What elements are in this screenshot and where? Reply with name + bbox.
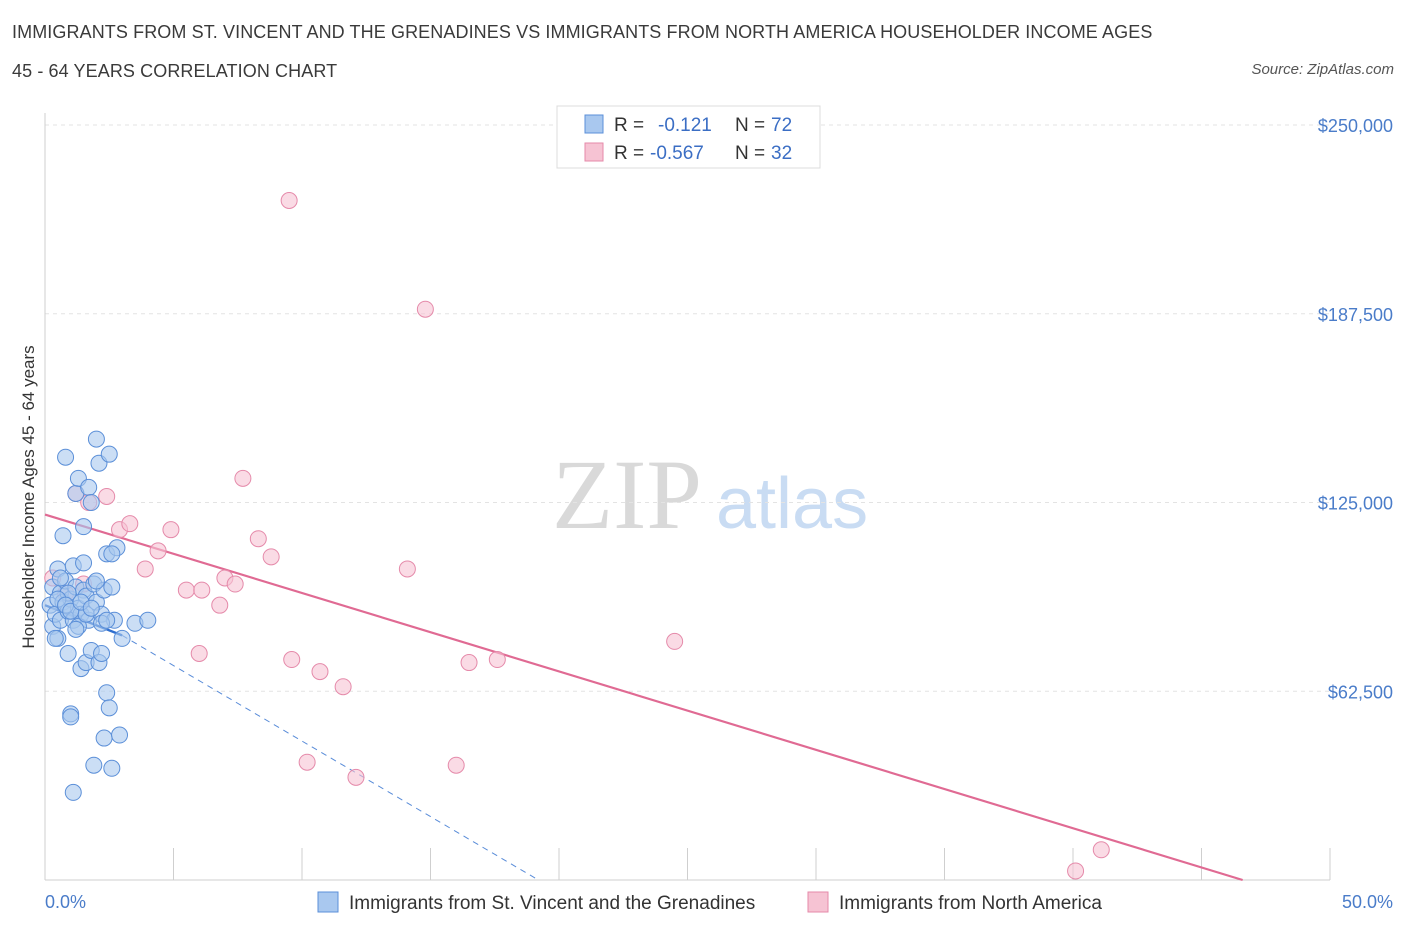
point-pink-21 [283, 651, 301, 669]
point-blue-30 [80, 478, 98, 496]
point-blue-68 [98, 611, 116, 629]
point-blue-52 [111, 726, 129, 744]
chart-title-line-1: IMMIGRANTS FROM ST. VINCENT AND THE GREN… [12, 22, 1153, 42]
y-axis-label: Householder Income Ages 45 - 64 years [19, 345, 38, 648]
point-pink-25 [347, 768, 365, 786]
bottom-legend-label-blue: Immigrants from St. Vincent and the Gren… [349, 893, 755, 914]
point-pink-28 [447, 756, 465, 774]
point-blue-45 [98, 684, 116, 702]
legend-r-label-2: R = [614, 143, 644, 164]
point-blue-49 [103, 759, 121, 777]
point-blue-65 [67, 620, 85, 638]
y-tick-label-3: $250,000 [1318, 116, 1393, 136]
point-pink-19 [262, 548, 280, 566]
trend-line-blue-dashed [121, 634, 539, 881]
axes [44, 113, 1331, 881]
data-points [41, 192, 1110, 880]
point-blue-25 [75, 518, 93, 536]
y-tick-labels: $62,500 $125,000 $187,500 $250,000 [1318, 116, 1393, 702]
x-tick-label-max: 50.0% [1342, 892, 1393, 912]
point-pink-9 [149, 542, 167, 560]
point-pink-23 [311, 663, 329, 681]
legend: R = -0.121 N = 72 R = -0.567 N = 32 [556, 105, 821, 169]
point-blue-56 [51, 569, 69, 587]
point-blue-32 [82, 494, 100, 511]
point-blue-46 [100, 445, 118, 463]
legend-r-value-2: -0.567 [650, 143, 704, 164]
point-pink-12 [193, 581, 211, 599]
point-blue-13 [59, 645, 77, 662]
point-pink-13 [190, 645, 208, 662]
point-blue-41 [93, 645, 111, 662]
point-blue-53 [113, 629, 131, 647]
legend-swatch-pink [584, 142, 604, 162]
legend-n-label-2: N = [735, 143, 765, 164]
point-pink-32 [1092, 841, 1110, 859]
point-blue-54 [64, 783, 82, 801]
point-pink-14 [211, 596, 229, 614]
point-pink-31 [666, 632, 684, 650]
legend-n-value-1: 72 [771, 115, 792, 136]
point-blue-9 [54, 527, 72, 545]
trend-line-pink [44, 513, 1243, 882]
point-blue-47 [100, 699, 118, 717]
watermark-atlas: atlas [716, 464, 868, 544]
point-blue-67 [82, 599, 100, 617]
bottom-legend-label-pink: Immigrants from North America [839, 893, 1102, 914]
chart-title-line-2: 45 - 64 YEARS CORRELATION CHART [12, 61, 338, 81]
point-blue-26 [75, 554, 93, 572]
point-pink-26 [398, 560, 416, 578]
point-pink-22 [298, 753, 316, 771]
legend-r-label-1: R = [614, 115, 644, 136]
legend-r-value-1: -0.121 [658, 115, 712, 136]
point-blue-55 [46, 629, 64, 647]
point-pink-20 [280, 192, 298, 209]
point-blue-70 [139, 611, 157, 629]
point-pink-10 [162, 521, 180, 539]
point-blue-36 [87, 430, 105, 448]
point-blue-11 [57, 448, 75, 466]
watermark-zip: ZIP [552, 439, 702, 550]
point-pink-16 [226, 575, 244, 593]
source-label: Source: ZipAtlas.com [1251, 61, 1394, 78]
point-pink-17 [234, 469, 252, 487]
point-pink-8 [136, 560, 154, 578]
point-blue-71 [103, 545, 121, 563]
point-blue-60 [87, 572, 105, 590]
point-blue-16 [62, 708, 80, 726]
point-pink-24 [334, 678, 352, 696]
point-pink-7 [121, 515, 139, 533]
point-blue-43 [95, 729, 113, 747]
point-pink-5 [98, 487, 116, 505]
y-tick-label-2: $187,500 [1318, 305, 1393, 325]
point-blue-35 [85, 756, 103, 774]
bottom-legend-swatch-pink [807, 891, 829, 913]
x-tick-label-min: 0.0% [45, 892, 86, 912]
bottom-legend-swatch-blue [317, 891, 339, 913]
point-pink-30 [488, 651, 506, 669]
y-tick-label-0: $62,500 [1328, 682, 1393, 702]
gridlines [45, 124, 1330, 692]
legend-n-label-1: N = [735, 115, 765, 136]
point-pink-33 [1067, 862, 1085, 880]
legend-swatch-blue [584, 114, 604, 134]
point-pink-18 [249, 530, 267, 548]
trend-lines [44, 513, 1243, 882]
legend-n-value-2: 32 [771, 143, 792, 164]
y-tick-label-1: $125,000 [1318, 494, 1393, 514]
point-pink-29 [460, 654, 478, 672]
point-pink-27 [416, 300, 434, 318]
point-blue-48 [103, 578, 121, 596]
bottom-legend: Immigrants from St. Vincent and the Gren… [317, 891, 1102, 914]
point-pink-11 [177, 581, 195, 599]
